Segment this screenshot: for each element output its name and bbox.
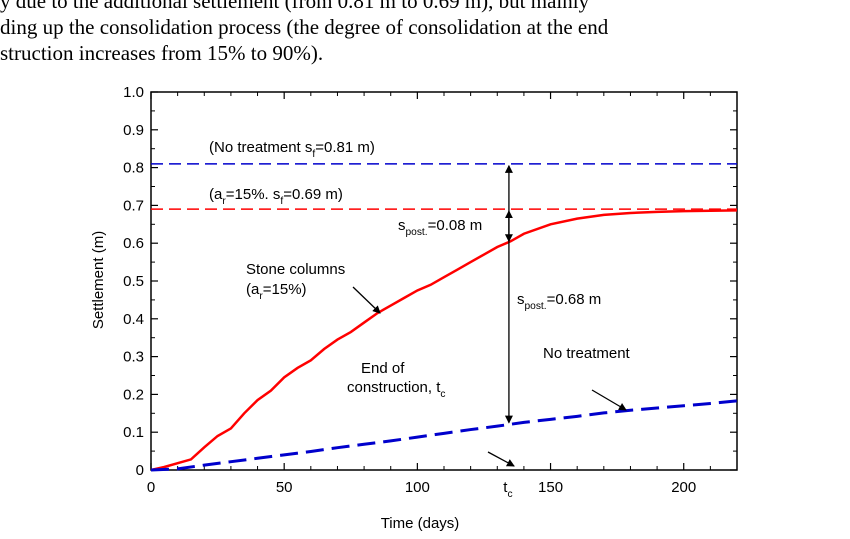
x-tick-label: 100 [405, 479, 430, 496]
pointer-no-treatment [591, 389, 627, 411]
annotation-stone-ar: (ar=15%) [246, 281, 307, 302]
reference-label-no-treatment: (No treatment sf=0.81 m) [209, 139, 375, 160]
y-tick-label: 1.0 [123, 84, 144, 101]
annotation-end-of: End of [361, 360, 405, 377]
paragraph-line-3: struction increases from 15% to 90%). [0, 41, 324, 65]
x-tick-label: 150 [538, 479, 563, 496]
y-tick-label: 0.2 [123, 386, 144, 403]
annotation-no-treatment: No treatment [543, 345, 631, 362]
y-tick-label: 0.4 [123, 311, 144, 328]
pointer-end-of-construction [487, 451, 515, 467]
annotation-spost-small: spost.=0.08 m [398, 217, 482, 238]
reference-label-stone-columns: (ar=15%. sf=0.69 m) [209, 186, 343, 207]
x-axis-label: Time (days) [381, 515, 460, 532]
y-tick-label: 0.1 [123, 424, 144, 441]
y-tick-label: 0.6 [123, 235, 144, 252]
paragraph-line-1: y due to the additional settlement (from… [0, 0, 590, 13]
x-tick-label: 200 [671, 479, 696, 496]
y-tick-label: 0.7 [123, 197, 144, 214]
series-stone-columns [150, 209, 738, 472]
paragraph-line-2: ding up the consolidation process (the d… [0, 15, 609, 39]
pointer-stone-columns [352, 286, 381, 314]
annotation-stone-columns: Stone columns [246, 261, 345, 278]
tc-tick-label: tc [503, 479, 512, 500]
y-tick-label: 0.8 [123, 160, 144, 177]
y-tick-label: 0.3 [123, 349, 144, 366]
y-tick-label: 0.5 [123, 273, 144, 290]
y-tick-label: 0.9 [123, 122, 144, 139]
annotation-spost-large: spost.=0.68 m [517, 291, 601, 312]
x-tick-label: 50 [276, 479, 293, 496]
y-axis-label: Settlement (m) [90, 231, 107, 329]
x-tick-label: 0 [147, 479, 155, 496]
y-tick-label: 0 [136, 462, 144, 479]
series-no-treatment [150, 399, 738, 472]
annotation-construction-tc: construction, tc [347, 379, 445, 400]
